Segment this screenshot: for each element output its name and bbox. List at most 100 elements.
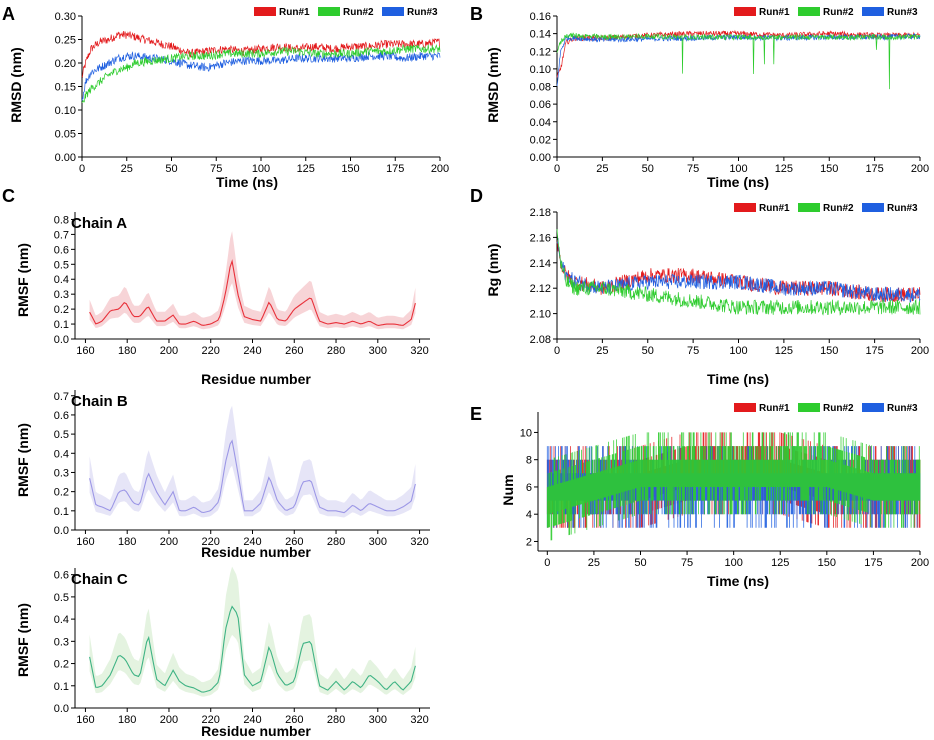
panel-label-c: C	[2, 186, 15, 206]
x-tick-label: 180	[118, 536, 136, 548]
x-tick-label: 150	[818, 557, 836, 569]
legend-swatch	[734, 403, 756, 412]
x-tick-label: 150	[820, 163, 838, 175]
series-run2	[81, 43, 441, 104]
chain-a-title: Chain A	[71, 215, 127, 232]
legend-swatch	[734, 7, 756, 16]
y-tick-label: 0.8	[54, 214, 69, 226]
legend-swatch	[862, 7, 884, 16]
y-tick-label: 0.30	[55, 11, 76, 23]
y-tick-label: 0.20	[55, 58, 76, 70]
y-tick-label: 0.4	[54, 274, 69, 286]
x-tick-label: 220	[202, 536, 220, 548]
panel-e-num-chart: Num Time (ns) 0 25 50 75 100 125 150 175 200 2 4 6 8…	[500, 403, 929, 589]
y-axis-label: RMSF (nm)	[15, 423, 31, 497]
panel-label-d: D	[470, 186, 483, 206]
legend-swatch	[862, 403, 884, 412]
y-tick-label: 0.0	[54, 703, 69, 715]
legend-swatch	[254, 7, 276, 16]
y-tick-label: 0.00	[530, 152, 551, 164]
y-tick-label: 2.18	[530, 207, 551, 219]
y-tick-label: 8	[526, 455, 532, 467]
series-run2	[556, 32, 921, 90]
x-tick-label: 260	[285, 345, 303, 357]
x-tick-label: 300	[369, 536, 387, 548]
y-tick-label: 0.00	[55, 152, 76, 164]
x-tick-label: 300	[369, 714, 387, 726]
legend-swatch	[798, 203, 820, 212]
x-tick-label: 50	[642, 345, 654, 357]
x-tick-label: 320	[410, 714, 428, 726]
x-tick-label: 240	[243, 714, 261, 726]
rmsf-error-band	[89, 405, 416, 518]
y-tick-label: 10	[520, 427, 532, 439]
x-tick-label: 240	[243, 536, 261, 548]
y-tick-label: 0.04	[530, 117, 551, 129]
x-tick-label: 280	[327, 345, 345, 357]
y-axis-label: Num	[500, 474, 516, 505]
y-tick-label: 0.10	[55, 105, 76, 117]
x-tick-label: 125	[771, 557, 789, 569]
y-tick-label: 0.25	[55, 35, 76, 47]
legend-swatch	[798, 403, 820, 412]
y-tick-label: 0.7	[54, 391, 69, 403]
x-tick-label: 50	[634, 557, 646, 569]
y-tick-label: 0.6	[54, 570, 69, 582]
y-tick-label: 0.1	[54, 681, 69, 693]
x-tick-label: 280	[327, 714, 345, 726]
y-tick-label: 0.12	[530, 46, 551, 58]
x-tick-label: 260	[285, 714, 303, 726]
rmsf-error-band	[89, 231, 416, 330]
legend-swatch	[798, 7, 820, 16]
x-tick-label: 100	[252, 163, 270, 175]
y-axis-label: Rg (nm)	[485, 244, 501, 297]
legend-label: Run#2	[823, 7, 854, 18]
y-tick-label: 0.02	[530, 134, 551, 146]
legend-label: Run#3	[887, 203, 918, 214]
x-tick-label: 175	[865, 345, 883, 357]
y-tick-label: 0.2	[54, 659, 69, 671]
x-tick-label: 50	[165, 163, 177, 175]
x-axis-label: Time (ns)	[707, 573, 769, 589]
y-tick-label: 0.08	[530, 82, 551, 94]
legend-label: Run#3	[887, 403, 918, 414]
x-tick-label: 25	[596, 163, 608, 175]
x-tick-label: 200	[911, 557, 929, 569]
y-tick-label: 0.2	[54, 304, 69, 316]
x-tick-label: 75	[210, 163, 222, 175]
x-tick-label: 200	[160, 536, 178, 548]
x-tick-label: 25	[596, 345, 608, 357]
x-tick-label: 200	[911, 163, 929, 175]
legend-label: Run#1	[279, 7, 310, 18]
rmsf-error-band	[89, 566, 416, 697]
y-tick-label: 2.10	[530, 309, 551, 321]
x-tick-label: 0	[544, 557, 550, 569]
chain-c-title: Chain C	[71, 571, 128, 588]
x-tick-label: 200	[160, 345, 178, 357]
x-tick-label: 100	[729, 345, 747, 357]
x-tick-label: 260	[285, 536, 303, 548]
y-axis-label: RMSF (nm)	[15, 243, 31, 317]
y-tick-label: 0.2	[54, 487, 69, 499]
legend-swatch	[382, 7, 404, 16]
y-axis-label: RMSF (nm)	[15, 603, 31, 677]
panel-d-rg-chart: Rg (nm) Time (ns) 0 25 50 75 100 125 150 175 200…	[485, 203, 929, 387]
y-tick-label: 0.14	[530, 29, 551, 41]
x-tick-label: 125	[297, 163, 315, 175]
legend-label: Run#1	[759, 7, 790, 18]
x-tick-label: 75	[687, 345, 699, 357]
x-tick-label: 125	[775, 163, 793, 175]
x-axis-label: Time (ns)	[707, 371, 769, 387]
y-tick-label: 0.05	[55, 129, 76, 141]
y-tick-label: 0.3	[54, 636, 69, 648]
x-tick-label: 25	[121, 163, 133, 175]
x-axis-label: Residue number	[201, 544, 311, 560]
y-tick-label: 0.5	[54, 429, 69, 441]
panel-b-rmsd-chart: RMSD (nm) Time (ns) 0 25 50 75 100 125 150 175 2…	[485, 7, 929, 190]
y-tick-label: 4	[526, 509, 532, 521]
panel-c-chain-c-rmsf-chart: Chain C RMSF (nm) Residue number 160 180 2…	[15, 566, 430, 739]
y-tick-label: 2.14	[530, 258, 551, 270]
y-tick-label: 2.08	[530, 334, 551, 346]
x-tick-label: 50	[642, 163, 654, 175]
